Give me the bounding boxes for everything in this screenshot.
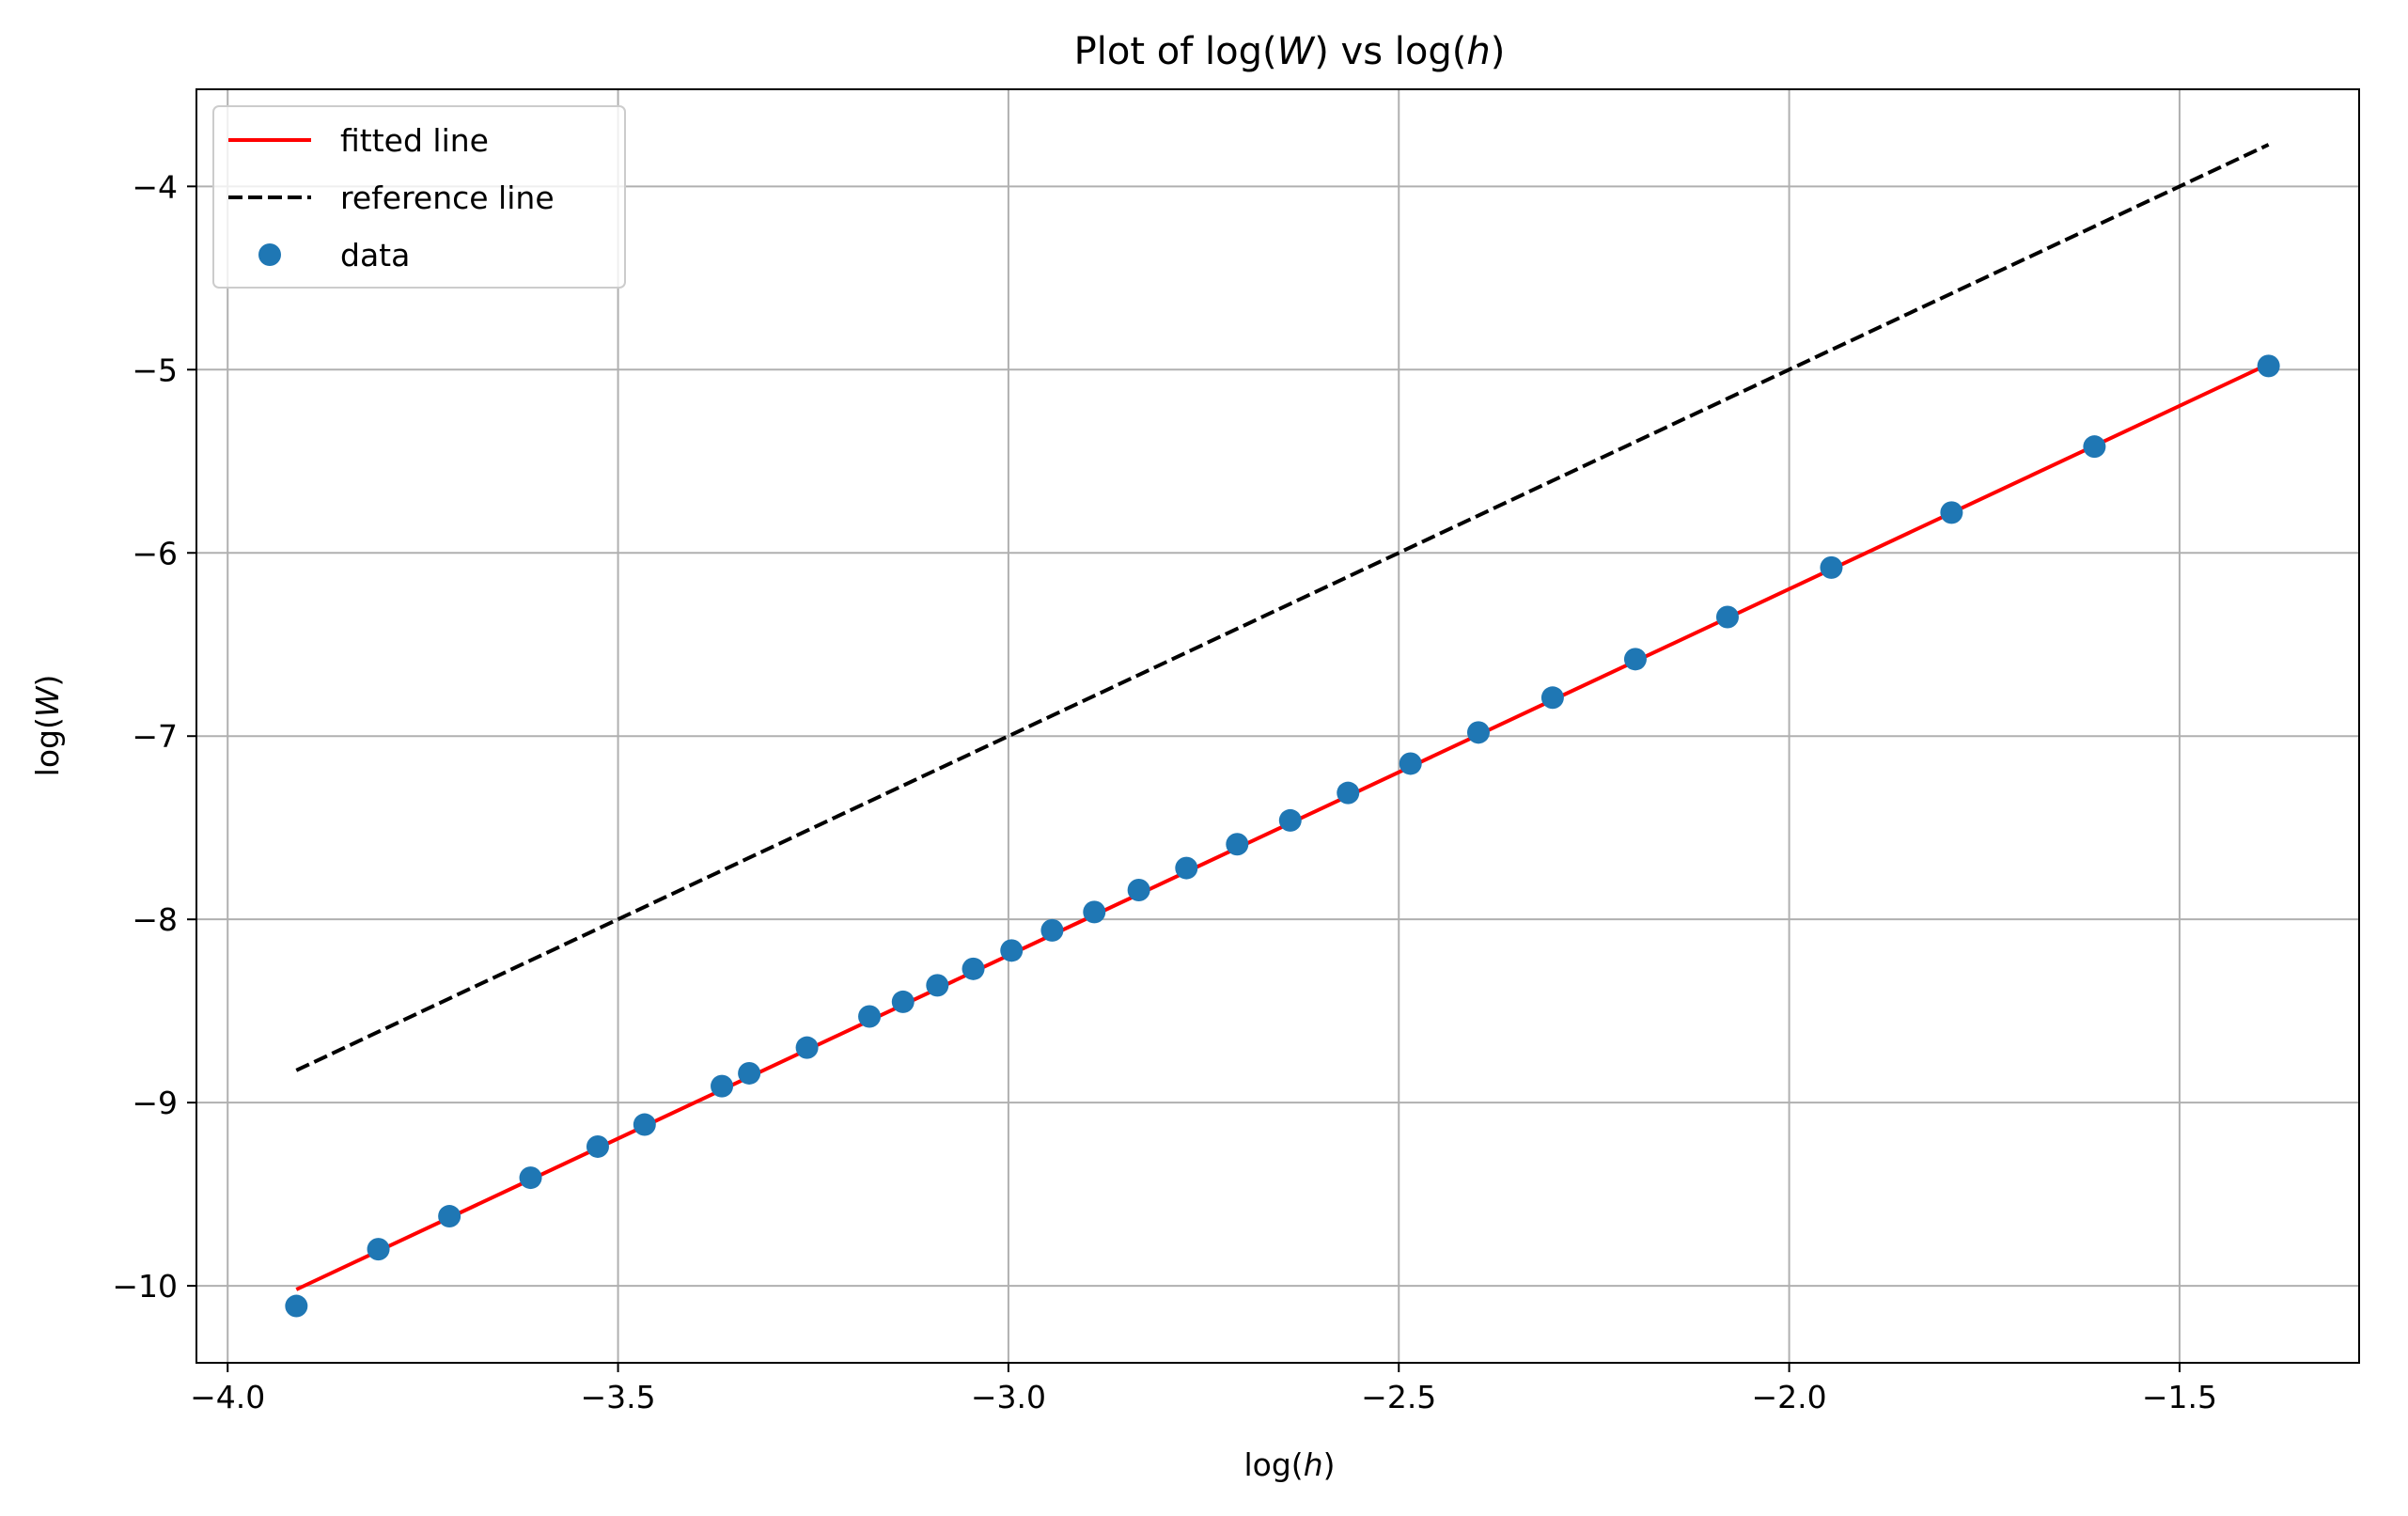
series-reference-line [295, 143, 2270, 1072]
chart-title: Plot of log(W) vs log(h) [1074, 30, 1506, 73]
data-point [1466, 721, 1490, 744]
tick-layer: −4.0 −3.5 −3.0 −2.5 −2.0 −1.5 −10 −9 −8 −7 −6 −5 −4 [112, 168, 2217, 1415]
legend-swatch-data [258, 243, 281, 266]
data-point [711, 1074, 734, 1098]
data-point [1175, 856, 1198, 880]
data-point [1399, 752, 1422, 775]
x-tick-label: −2.0 [1752, 1379, 1827, 1415]
data-point [962, 957, 985, 980]
x-tick-label: −3.0 [971, 1379, 1046, 1415]
data-point [1623, 648, 1647, 671]
data-point [633, 1113, 656, 1136]
plot-frame [195, 88, 2360, 1364]
data-point [858, 1005, 882, 1028]
data-point [738, 1061, 761, 1085]
y-tick-label: −9 [132, 1085, 178, 1121]
data-point [285, 1294, 308, 1318]
data-point [2083, 435, 2106, 459]
data-point [1127, 878, 1150, 901]
legend-label-reference-line: reference line [340, 180, 555, 216]
x-axis-label: log(h) [1244, 1446, 1336, 1483]
data-point [1040, 918, 1064, 942]
data-point [519, 1166, 542, 1190]
y-tick-label: −10 [112, 1268, 178, 1305]
series-layer [285, 143, 2280, 1318]
data-point [586, 1134, 609, 1158]
x-tick-label: −4.0 [190, 1379, 265, 1415]
data-point [1278, 808, 1302, 832]
data-point [2257, 354, 2280, 378]
data-point [1540, 686, 1564, 710]
data-point [367, 1238, 390, 1261]
data-point [1337, 781, 1360, 805]
plot-area-background [196, 89, 2359, 1363]
y-tick-label: −4 [132, 168, 178, 205]
x-tick-label: −3.5 [581, 1379, 656, 1415]
data-point [926, 974, 949, 997]
data-point [891, 990, 915, 1013]
data-point [1083, 900, 1106, 924]
legend: fitted line reference line data [212, 105, 626, 289]
y-tick-label: −5 [132, 352, 178, 388]
y-axis-label: log(W) [29, 675, 66, 777]
legend-label-fitted-line: fitted line [340, 122, 489, 159]
x-tick-label: −2.5 [1361, 1379, 1436, 1415]
y-tick-label: −8 [132, 901, 178, 938]
data-point [795, 1036, 819, 1059]
x-tick-label: −1.5 [2142, 1379, 2217, 1415]
data-point [1820, 555, 1843, 579]
data-point [1715, 605, 1739, 629]
y-tick-label: −6 [132, 535, 178, 571]
data-point [1000, 939, 1024, 962]
data-point [438, 1205, 461, 1228]
legend-label-data: data [340, 237, 410, 274]
y-tick-label: −7 [132, 718, 178, 755]
data-point [1226, 833, 1249, 856]
legend-frame [212, 105, 626, 289]
data-point [1940, 501, 1963, 524]
